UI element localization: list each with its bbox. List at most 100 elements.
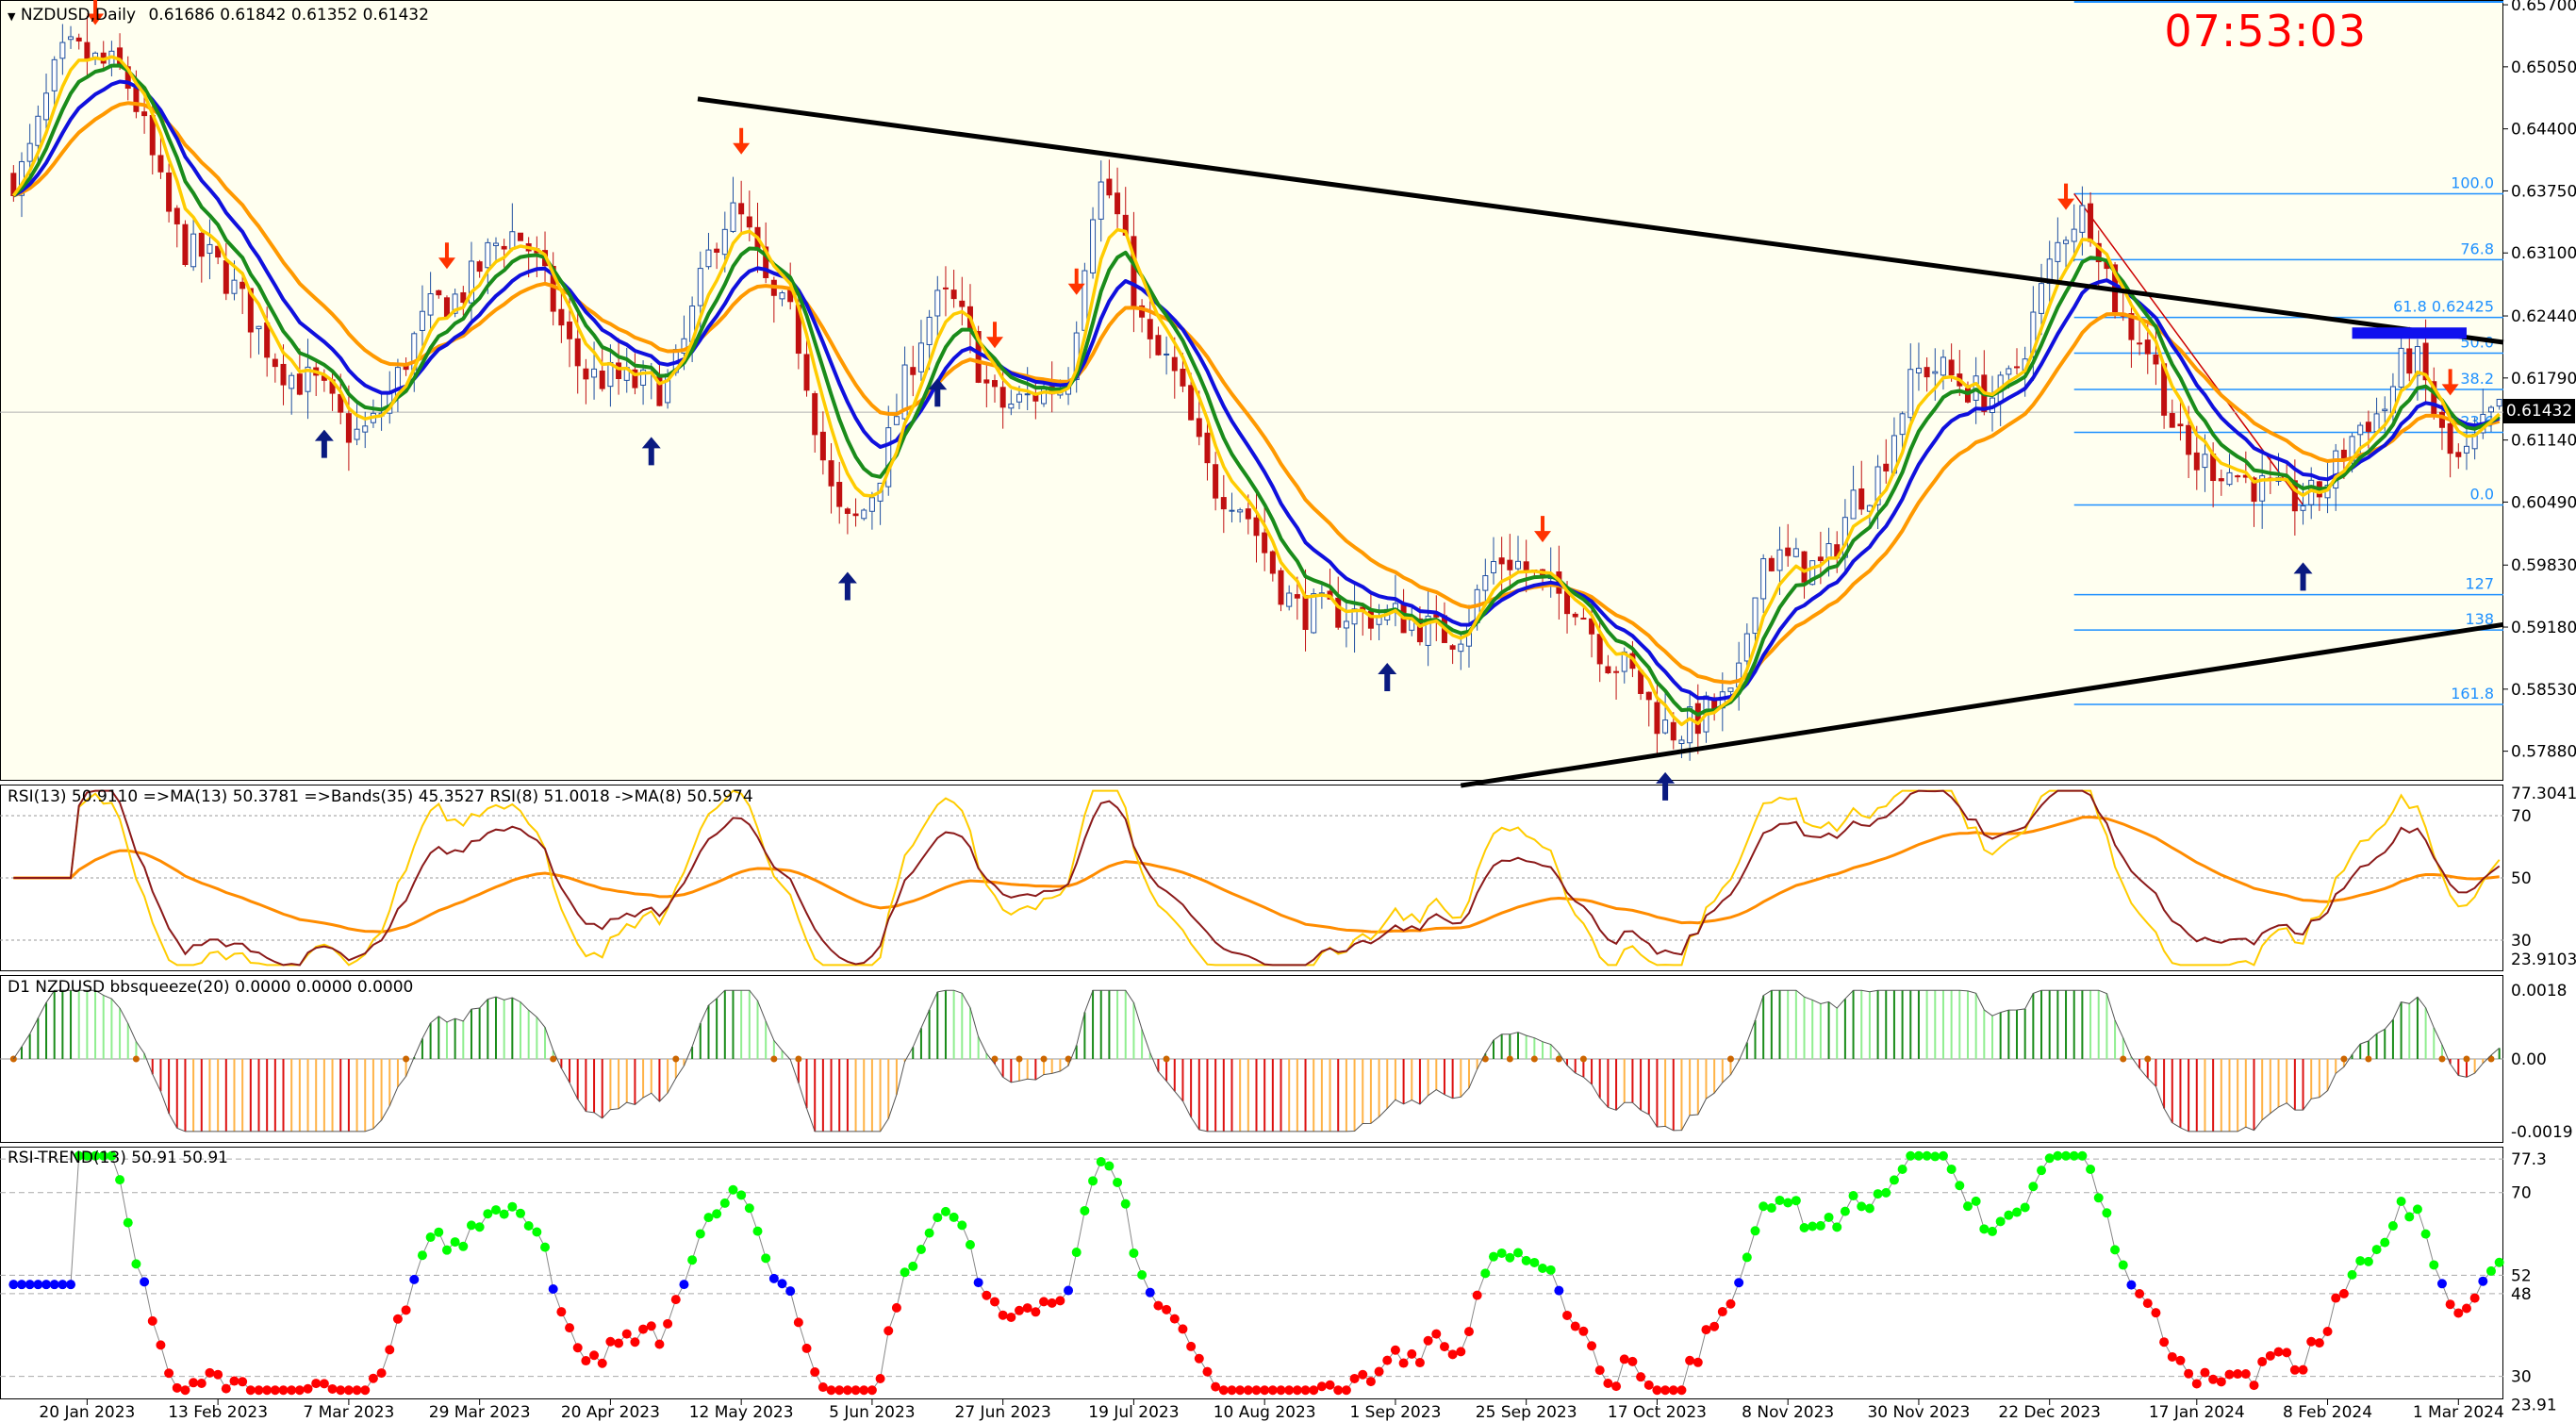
- y-tick-label: 0.61790: [2511, 370, 2576, 389]
- rsi-trend-dot: [1578, 1326, 1589, 1336]
- candle: [436, 289, 442, 299]
- candle-body: [632, 369, 638, 389]
- candle-body: [730, 202, 736, 232]
- candle-body: [436, 289, 442, 296]
- candle: [190, 215, 197, 272]
- candle-body: [173, 207, 180, 224]
- candle: [2014, 348, 2021, 375]
- candle: [1858, 460, 1865, 516]
- panel-border: [0, 0, 2503, 781]
- rsi-trend-dot: [1211, 1381, 1221, 1392]
- rsi-trend-dot: [2314, 1338, 2324, 1348]
- candle-body: [133, 87, 140, 112]
- candle: [1768, 555, 1775, 572]
- candle-body: [1115, 192, 1121, 215]
- rsi-trend-dot: [311, 1379, 322, 1389]
- rsi-trend-dot: [1570, 1321, 1580, 1331]
- candle: [1654, 682, 1660, 753]
- rsi-trend-dot: [2363, 1256, 2373, 1266]
- candle-body: [2357, 424, 2364, 436]
- candle: [468, 241, 474, 325]
- squeeze-dot: [1506, 1055, 1513, 1063]
- candle: [1213, 452, 1219, 511]
- rsi-trend-dot: [695, 1229, 705, 1239]
- candle-body: [812, 392, 818, 436]
- candle: [166, 163, 173, 223]
- rsi-trend-dot: [670, 1295, 681, 1305]
- x-tick-label: 1 Mar 2024: [2413, 1403, 2504, 1422]
- rsi-trend-dot: [1545, 1265, 1556, 1275]
- rsi-trend-dot: [1006, 1312, 1016, 1322]
- candle-body: [697, 268, 703, 306]
- candle-body: [746, 216, 752, 228]
- rsi-trend-dot: [1398, 1358, 1409, 1368]
- candle: [1580, 606, 1587, 620]
- candle: [1572, 611, 1578, 626]
- candle-body: [59, 41, 66, 59]
- rsi-trend-dot: [385, 1345, 395, 1355]
- candle-body: [2447, 422, 2453, 455]
- candle-body: [1515, 560, 1522, 570]
- candles: [10, 15, 2502, 761]
- rsi-trend-dot: [1374, 1366, 1384, 1377]
- rsi-trend-dot: [2224, 1369, 2235, 1380]
- rsi-trend-dot: [2249, 1381, 2259, 1391]
- squeeze-y-tick-label: 0.00: [2511, 1050, 2547, 1069]
- candle-body: [51, 58, 58, 91]
- rsi-trend-dot: [164, 1368, 174, 1379]
- candle: [1098, 160, 1104, 242]
- candle: [2447, 422, 2453, 478]
- x-tick-label: 25 Sep 2023: [1476, 1403, 1577, 1422]
- candle-body: [1596, 634, 1603, 665]
- candle: [558, 290, 565, 343]
- candle: [1490, 537, 1496, 585]
- candle: [901, 346, 908, 432]
- squeeze-dot: [1579, 1055, 1587, 1063]
- squeeze-dot: [1530, 1055, 1538, 1063]
- candle: [59, 24, 66, 75]
- candle: [2063, 236, 2070, 269]
- rsi-trend-dot: [2469, 1293, 2480, 1303]
- rsi-trend-dot: [1864, 1203, 1874, 1214]
- rsi-trend-dot: [2338, 1288, 2349, 1298]
- candle-body: [2235, 475, 2241, 478]
- rsi-trend-dot: [1587, 1341, 1597, 1351]
- rsi-trend-dot: [131, 1259, 141, 1269]
- rsi-trend-dot: [229, 1376, 239, 1386]
- squeeze-panel-title: D1 NZDUSD bbsqueeze(20) 0.0000 0.0000 0.…: [8, 978, 414, 997]
- rsi-trend-dot: [1857, 1201, 1867, 1212]
- candle-body: [2414, 346, 2420, 376]
- candle-body: [2333, 450, 2339, 489]
- squeeze-dot: [132, 1055, 140, 1063]
- candle: [1106, 159, 1113, 199]
- title-dropdown-icon[interactable]: ▼: [8, 10, 16, 23]
- rsi-trend-dot: [1946, 1164, 1957, 1174]
- candle-body: [583, 368, 589, 380]
- candle-body: [1139, 305, 1146, 318]
- candle: [868, 491, 875, 530]
- candle: [239, 271, 246, 315]
- rsi-trend-dot: [82, 1150, 92, 1161]
- rsi-trend-dot: [2012, 1207, 2023, 1217]
- candle-body: [1164, 353, 1170, 356]
- candle: [272, 353, 278, 383]
- y-tick-label: 0.61140: [2511, 432, 2576, 451]
- squeeze-outline: [12, 989, 2501, 1133]
- candle-body: [574, 338, 581, 367]
- rsi-trend-y-tick-label: 70: [2511, 1184, 2532, 1203]
- rsi-trend-dot: [957, 1220, 967, 1231]
- candle: [427, 272, 434, 333]
- sell-arrow-icon: [733, 127, 751, 155]
- rsi-trend-panel-title: RSI-TREND(13) 50.91 50.91: [8, 1149, 228, 1167]
- candle-body: [1449, 645, 1456, 650]
- rsi-trend-dot: [621, 1329, 632, 1339]
- rsi-trend-dot: [319, 1379, 329, 1389]
- rsi-trend-dot: [744, 1203, 754, 1214]
- candle-body: [819, 431, 826, 461]
- rsi-trend-dot: [41, 1280, 52, 1290]
- candle-body: [1196, 418, 1202, 438]
- rsi-trend-dot: [1129, 1248, 1139, 1258]
- candle-body: [485, 241, 491, 269]
